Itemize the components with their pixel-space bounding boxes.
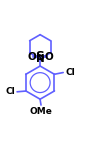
Text: OMe: OMe	[30, 107, 52, 116]
Text: N: N	[36, 54, 44, 64]
Text: Cl: Cl	[65, 68, 75, 77]
Text: Cl: Cl	[5, 87, 15, 96]
Text: O: O	[27, 52, 36, 62]
Text: S: S	[36, 50, 45, 63]
Text: O: O	[44, 52, 53, 62]
